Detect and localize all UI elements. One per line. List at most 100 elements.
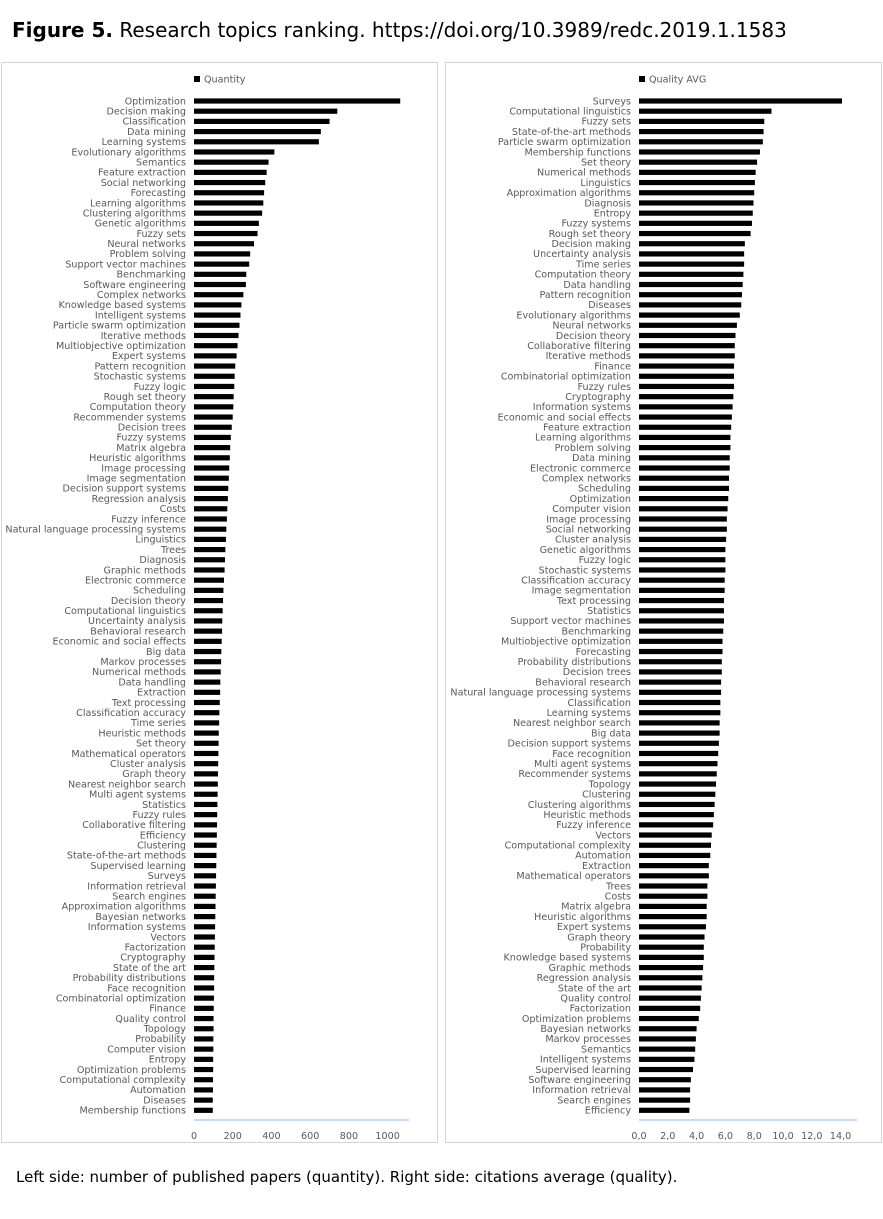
bar	[194, 149, 275, 155]
bar	[194, 964, 215, 971]
bar	[194, 516, 227, 522]
category-label: Optimization	[125, 96, 186, 107]
category-label: Clustering algorithms	[528, 800, 631, 811]
bar	[639, 954, 704, 960]
category-label: Uncertainty analysis	[88, 616, 186, 627]
bar	[194, 373, 235, 379]
category-label: Bayesian networks	[540, 1024, 631, 1035]
x-tick-label: 4,0	[689, 1131, 704, 1142]
category-label: Regression analysis	[92, 494, 186, 505]
legend-label: Quality AVG	[649, 75, 706, 86]
category-label: Text processing	[556, 596, 631, 607]
category-label: Classification accuracy	[521, 575, 631, 586]
category-label: Rough set theory	[549, 229, 632, 240]
bar	[639, 1036, 696, 1042]
bar	[639, 383, 735, 390]
bar	[639, 638, 723, 644]
bar	[639, 445, 731, 451]
category-label: Iterative methods	[546, 351, 631, 362]
bar	[639, 149, 760, 155]
category-label: Iterative methods	[101, 331, 186, 342]
bar	[639, 159, 758, 165]
bar	[639, 455, 730, 461]
category-label: Diagnosis	[584, 198, 631, 209]
category-label: Benchmarking	[562, 626, 631, 637]
legend-label: Quantity	[204, 75, 246, 86]
category-label: Heuristic methods	[543, 810, 631, 821]
bar	[639, 689, 722, 695]
bar	[639, 750, 719, 757]
category-label: Image segmentation	[87, 474, 186, 485]
bar	[639, 414, 732, 420]
bar	[194, 383, 235, 390]
category-label: Regression analysis	[537, 973, 631, 984]
category-label: Computational complexity	[60, 1075, 187, 1086]
category-label: Image processing	[546, 514, 631, 525]
bar	[194, 1026, 214, 1032]
category-label: Diseases	[143, 1095, 186, 1106]
category-label: Statistics	[587, 606, 631, 617]
bar	[639, 179, 755, 186]
category-label: Heuristic methods	[98, 728, 186, 739]
bar	[194, 893, 216, 899]
x-tick-label: 200	[224, 1131, 242, 1142]
bar	[639, 822, 714, 828]
category-label: Expert systems	[557, 922, 631, 933]
bar	[639, 567, 726, 573]
bar	[639, 934, 705, 940]
bar	[194, 302, 242, 308]
bar	[639, 812, 714, 818]
bar	[639, 740, 719, 746]
category-label: Graphic methods	[104, 565, 186, 576]
bar	[639, 873, 709, 879]
category-label: Fuzzy logic	[134, 382, 186, 393]
bar	[194, 1036, 214, 1042]
figure-caption: Left side: number of published papers (q…	[16, 1168, 678, 1186]
bar	[639, 139, 763, 145]
bar	[639, 434, 731, 441]
category-label: Surveys	[593, 96, 631, 107]
bar	[639, 475, 729, 481]
category-label: Complex networks	[542, 474, 631, 485]
category-label: Scheduling	[133, 586, 186, 597]
category-label: Semantics	[136, 157, 186, 168]
bar	[639, 210, 753, 216]
category-label: Text processing	[111, 698, 186, 709]
category-label: Multi agent systems	[534, 759, 631, 770]
figure-label: Figure 5.	[12, 18, 113, 42]
x-tick-label: 14,0	[830, 1131, 851, 1142]
category-label: Feature extraction	[543, 423, 631, 434]
category-label: Support vector machines	[510, 616, 631, 627]
bar	[194, 567, 225, 573]
x-tick-label: 8,0	[747, 1131, 762, 1142]
bar	[639, 169, 756, 175]
category-label: Decision support systems	[508, 739, 631, 750]
category-label: Nearest neighbor search	[513, 718, 631, 729]
bar	[194, 404, 234, 410]
bar	[194, 934, 215, 940]
category-label: Information systems	[533, 402, 631, 413]
bar	[194, 750, 219, 757]
bar	[194, 587, 224, 593]
category-label: Time series	[130, 718, 186, 729]
category-label: Multiobjective optimization	[56, 341, 186, 352]
category-label: Fuzzy sets	[136, 229, 186, 240]
category-label: Computer vision	[107, 1044, 186, 1055]
category-label: Software engineering	[528, 1075, 631, 1086]
category-label: Matrix algebra	[561, 902, 631, 913]
bar	[639, 271, 744, 277]
category-label: Forecasting	[576, 647, 631, 658]
category-label: Classification accuracy	[76, 708, 186, 719]
bar	[194, 924, 216, 930]
bar	[194, 873, 217, 879]
category-label: Learning algorithms	[535, 433, 631, 444]
bar	[194, 883, 216, 889]
bar	[639, 699, 721, 706]
category-label: Fuzzy systems	[116, 433, 186, 444]
bar	[639, 200, 754, 206]
category-label: Graph theory	[567, 932, 631, 943]
category-label: Topology	[588, 779, 632, 790]
bar	[194, 108, 338, 114]
category-label: Software engineering	[83, 280, 186, 291]
bar	[194, 465, 230, 471]
